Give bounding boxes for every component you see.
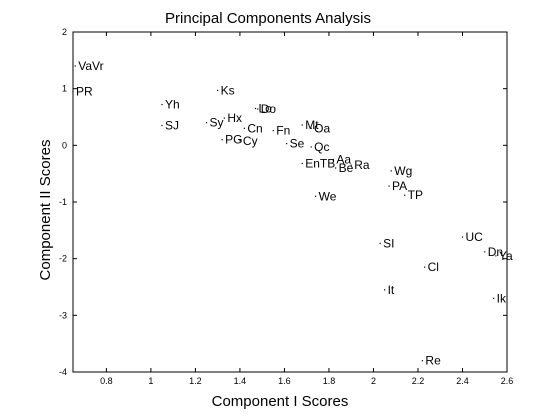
x-tick-label: 1.8	[323, 376, 336, 386]
data-point	[495, 255, 497, 257]
x-tick-label: 0.8	[100, 376, 113, 386]
data-point	[383, 289, 386, 291]
data-point	[286, 143, 288, 145]
point-label: Cn	[247, 121, 262, 135]
x-tick-label: 1.2	[189, 376, 202, 386]
point-label: Ik	[497, 291, 507, 305]
data-point	[272, 130, 274, 132]
point-label: Yh	[165, 98, 180, 112]
point-label: Re	[425, 354, 441, 368]
data-point	[379, 242, 381, 244]
data-point	[161, 103, 163, 106]
plot-area	[72, 31, 508, 373]
data-point	[257, 108, 259, 110]
y-tick-label: -2	[59, 254, 67, 264]
point-label: Wg	[394, 164, 412, 178]
x-tick-label: 1.4	[234, 376, 247, 386]
point-label: Aa	[336, 153, 351, 167]
data-point	[301, 124, 303, 126]
point-label: Cl	[428, 260, 439, 274]
x-tick-label: 2	[371, 376, 376, 386]
point-label: Do	[261, 102, 277, 116]
x-axis-label: Component I Scores	[212, 393, 349, 410]
x-tick-label: 1	[148, 376, 153, 386]
y-tick-label: -3	[59, 310, 67, 320]
y-tick-label: -4	[59, 367, 67, 377]
x-tick-label: 2.4	[456, 376, 469, 386]
point-label: Be	[339, 161, 354, 175]
point-label: Se	[290, 137, 305, 151]
point-label: Sy	[210, 116, 224, 130]
data-point	[74, 65, 76, 67]
data-point	[72, 90, 74, 93]
data-point	[161, 124, 163, 127]
data-point	[484, 251, 486, 253]
point-label: PR	[76, 85, 93, 99]
point-label: It	[388, 283, 395, 297]
data-point	[314, 195, 317, 197]
point-label: SJ	[165, 119, 179, 133]
data-point	[421, 360, 424, 362]
point-label: Dn	[488, 245, 503, 259]
point-label: Ra	[354, 158, 370, 172]
point-label: Qc	[314, 140, 329, 154]
data-point	[254, 107, 257, 110]
point-label: Mt	[305, 118, 319, 132]
point-label: Ks	[221, 83, 235, 97]
point-label: UC	[465, 230, 483, 244]
chart-title: Principal Components Analysis	[165, 10, 371, 27]
x-tick-label: 2.6	[501, 376, 514, 386]
y-tick-label: -1	[59, 197, 67, 207]
x-axis: 0.8 1 1.2 1.4 1.6 1.8 2 2.2 2.4 2.6	[100, 32, 513, 386]
y-axis: 2 1 0 -1 -2 -3 -4	[59, 27, 507, 377]
data-point	[335, 167, 337, 169]
point-label: TP	[408, 188, 423, 202]
data-point	[217, 89, 219, 91]
data-point	[239, 140, 241, 142]
data-point	[350, 164, 352, 166]
y-axis-label: Component II Scores	[37, 140, 54, 281]
y-tick-label: 2	[62, 27, 67, 37]
data-point	[301, 162, 303, 165]
data-point	[388, 185, 390, 187]
point-label: VaVr	[78, 59, 103, 73]
point-label: Hx	[227, 111, 242, 125]
data-point	[461, 236, 464, 238]
point-label: Fn	[276, 124, 290, 138]
point-label: Lo	[259, 102, 273, 116]
data-point	[310, 146, 312, 148]
point-label: Ya	[499, 249, 513, 263]
y-tick-label: 1	[62, 84, 67, 94]
point-label: Oa	[314, 121, 330, 135]
x-tick-label: 2.2	[412, 376, 425, 386]
point-label: SI	[383, 236, 394, 250]
data-point	[243, 127, 245, 129]
point-label: PG	[225, 133, 242, 147]
point-label: EnTB	[305, 156, 335, 170]
data-point	[332, 158, 334, 161]
data-point	[424, 266, 426, 268]
point-label: We	[319, 189, 337, 203]
y-tick-label: 0	[62, 140, 67, 150]
point-label: Cy	[243, 134, 258, 148]
data-point	[221, 139, 223, 141]
data-point	[205, 122, 208, 124]
data-point	[390, 170, 392, 172]
point-label: PA	[392, 179, 407, 193]
data-point	[493, 297, 495, 299]
data-point	[223, 117, 225, 119]
data-point	[404, 194, 406, 196]
data-point	[310, 127, 312, 129]
x-tick-label: 1.6	[278, 376, 291, 386]
